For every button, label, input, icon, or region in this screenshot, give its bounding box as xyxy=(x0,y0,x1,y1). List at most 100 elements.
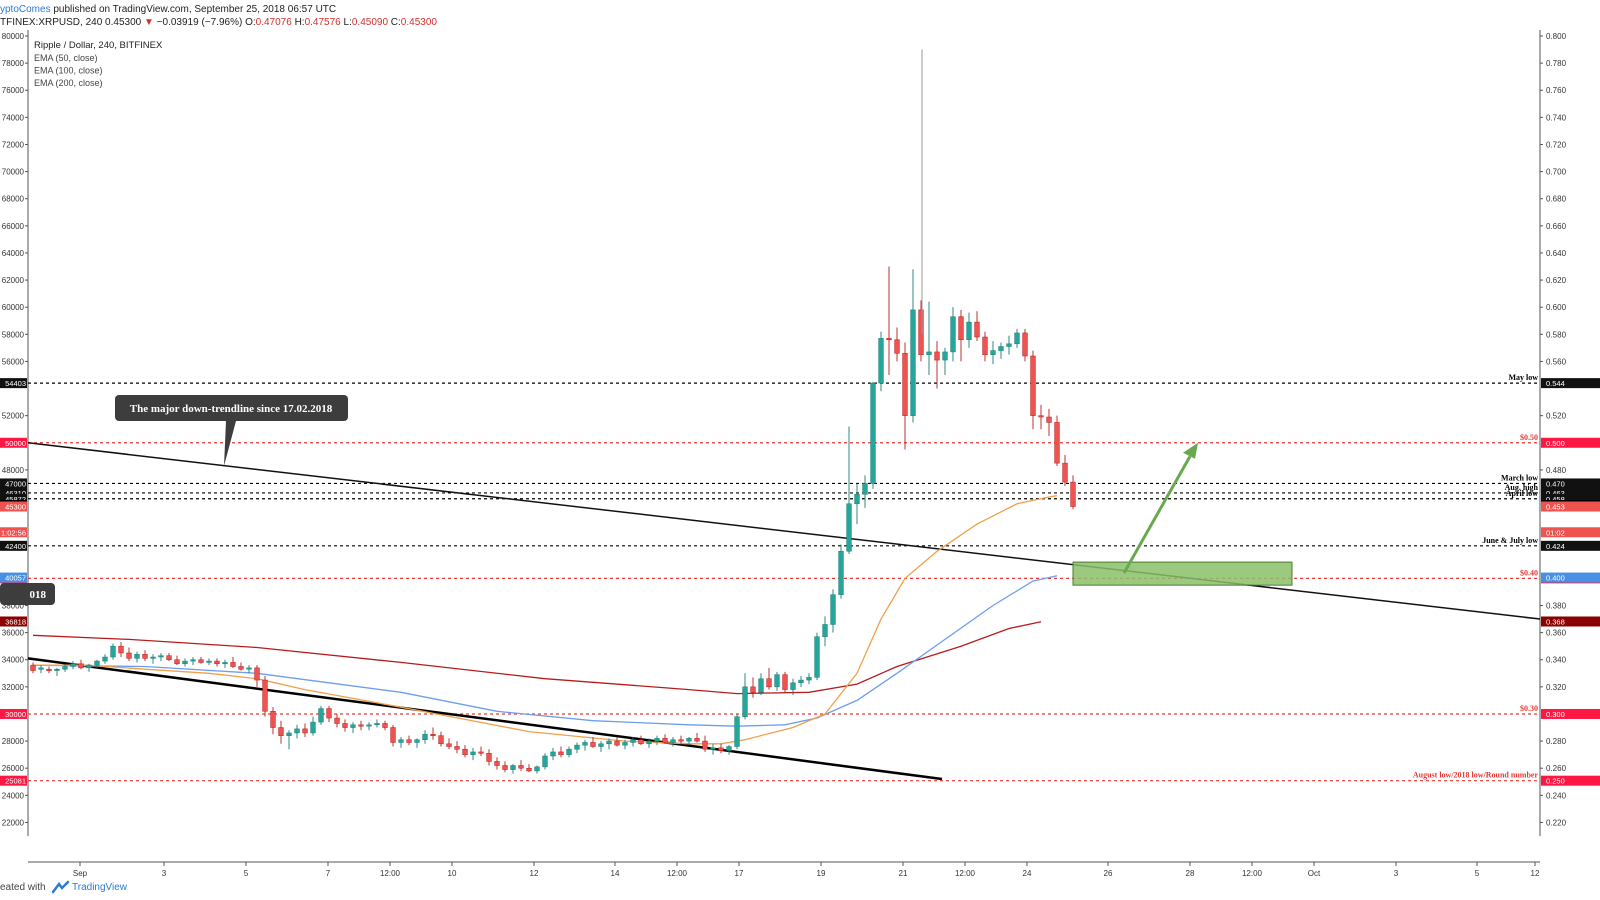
candle-body xyxy=(846,503,852,552)
right-price-tag-label: 0.470 xyxy=(1546,479,1565,488)
candle-body xyxy=(622,742,628,746)
candle-body xyxy=(774,674,780,688)
left-tick-label: 58000 xyxy=(2,330,25,339)
left-axis-tag xyxy=(0,572,27,583)
candle-body xyxy=(574,744,580,750)
right-tick-label: 0.320 xyxy=(1546,683,1567,692)
left-tick-label: 56000 xyxy=(2,357,25,366)
candle-body xyxy=(150,656,156,659)
right-price-tag-label: 0.300 xyxy=(1546,710,1565,719)
price-chart[interactable]: 80000 0.800 78000 0.780 76000 0.760 74000 0.740… xyxy=(0,0,1600,880)
x-tick-label: 3 xyxy=(162,869,167,878)
candle-body xyxy=(286,732,292,736)
candle-body xyxy=(862,483,868,495)
target-zone xyxy=(1072,561,1293,586)
callout-pointer xyxy=(224,421,236,466)
author-link[interactable]: yptoComes xyxy=(0,4,51,15)
candle-body xyxy=(454,746,460,750)
left-price-tag xyxy=(0,775,27,786)
candle-body xyxy=(142,654,148,659)
candle-body xyxy=(54,668,60,671)
candle-body xyxy=(646,740,652,745)
left-tick-label: 76000 xyxy=(2,86,25,95)
left-axis-tag xyxy=(0,527,27,538)
x-tick-label: Oct xyxy=(1308,869,1321,878)
candle-body xyxy=(430,734,436,736)
right-price-tag xyxy=(1541,487,1600,498)
candle-body xyxy=(382,723,388,728)
x-tick-label: 28 xyxy=(1186,869,1195,878)
left-price-tag xyxy=(0,487,27,498)
candle-body xyxy=(886,338,892,340)
left-axis-tag-label: 45300 xyxy=(5,503,26,512)
candle-body xyxy=(750,686,756,693)
x-tick-label: 24 xyxy=(1023,869,1032,878)
candle-body xyxy=(438,735,444,745)
callout-box xyxy=(115,395,348,421)
right-tick-label: 0.740 xyxy=(1546,113,1567,122)
right-price-tag-label: 0.458 xyxy=(1546,495,1565,504)
candle-body xyxy=(1022,332,1028,357)
candle-body xyxy=(918,309,924,355)
left-tick-label: 28000 xyxy=(2,737,25,746)
right-price-tag-label: 0.544 xyxy=(1546,379,1565,388)
left-tick-label: 64000 xyxy=(2,249,25,258)
candle-body xyxy=(942,351,948,361)
candle-body xyxy=(782,674,788,690)
ema-50-line xyxy=(33,495,1058,745)
partial-callout-box xyxy=(0,583,55,605)
candle-body xyxy=(206,660,212,663)
right-tick-label: 0.340 xyxy=(1546,656,1567,665)
change-arrow-icon: ▼ xyxy=(143,17,154,28)
candle-body xyxy=(158,655,164,658)
x-tick-label: 12:00 xyxy=(380,869,401,878)
right-price-tag xyxy=(1541,478,1600,489)
candle-body xyxy=(374,723,380,726)
footer: eated with TradingView xyxy=(0,880,1600,900)
right-tick-label: 0.680 xyxy=(1546,195,1567,204)
candle-body xyxy=(534,766,540,772)
candle-body xyxy=(766,678,772,688)
low-label: L: xyxy=(343,17,352,28)
callout-text: The major down-trendline since 17.02.201… xyxy=(130,403,333,415)
left-price-tag-label: 25081 xyxy=(5,777,26,786)
candle-body xyxy=(406,739,412,743)
right-axis-tag xyxy=(1541,572,1600,583)
x-tick-label: 12:00 xyxy=(1242,869,1263,878)
candle-body xyxy=(334,717,340,724)
left-tick-label: 36000 xyxy=(2,629,25,638)
publication-line: yptoComes published on TradingView.com, … xyxy=(0,4,336,15)
candle-body xyxy=(118,645,124,654)
left-tick-label: 34000 xyxy=(2,656,25,665)
target-arrow xyxy=(1122,455,1192,574)
left-price-tag-label: 54403 xyxy=(5,379,26,388)
candle-body xyxy=(1046,416,1052,423)
x-tick-label: 12:00 xyxy=(955,869,976,878)
right-price-tag xyxy=(1541,378,1600,389)
published-text: published on TradingView.com, September … xyxy=(50,4,337,15)
major-down-trendline xyxy=(27,442,1541,620)
candle-body xyxy=(294,728,300,734)
price-level-label: March low xyxy=(1501,473,1538,482)
candle-body xyxy=(966,321,972,340)
target-arrow-head xyxy=(1183,442,1198,459)
candle-body xyxy=(830,594,836,625)
x-tick-label: 26 xyxy=(1104,869,1113,878)
candle-body xyxy=(614,740,620,746)
candle-body xyxy=(1054,422,1060,464)
ema-200-line xyxy=(32,621,1042,695)
left-tick-label: 74000 xyxy=(2,113,25,122)
right-price-tag xyxy=(1541,775,1600,786)
candle-body xyxy=(798,679,804,684)
left-tick-label: 32000 xyxy=(2,683,25,692)
candle-body xyxy=(462,748,468,755)
left-price-tag-label: 45872 xyxy=(5,495,26,504)
price-level-label: May low xyxy=(1508,373,1538,382)
candle-body xyxy=(1038,415,1044,418)
symbol-label: TFINEX:XRPUSD, 240 xyxy=(0,17,103,28)
candle-body xyxy=(214,660,220,665)
candle-body xyxy=(566,748,572,755)
x-tick-label: Sep xyxy=(73,869,88,878)
tradingview-brand-link[interactable]: TradingView xyxy=(72,882,128,893)
right-axis-tag xyxy=(1541,501,1600,512)
